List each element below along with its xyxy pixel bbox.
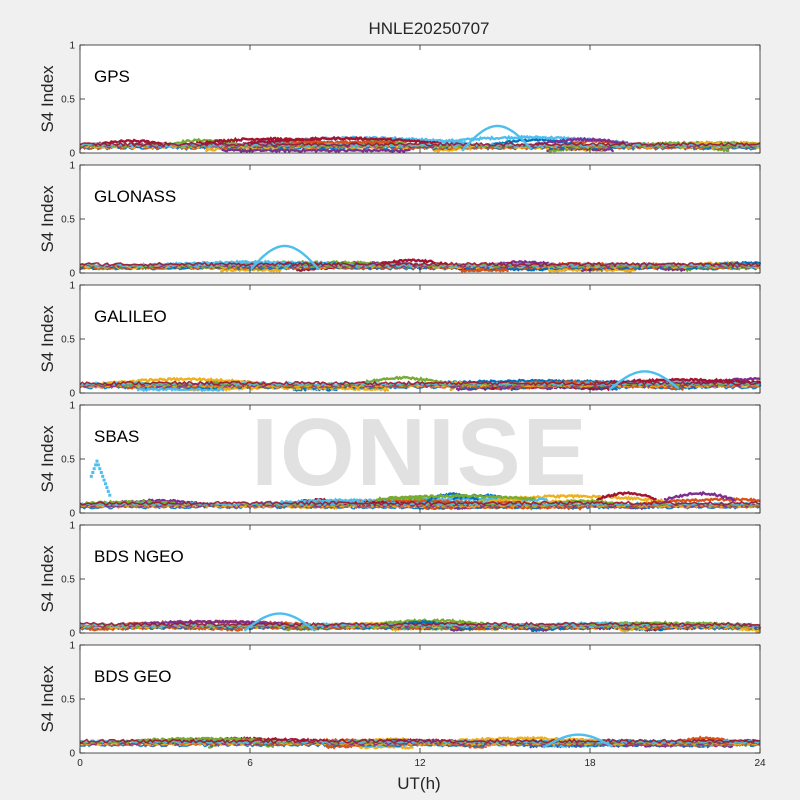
data-point (108, 493, 112, 497)
data-points (79, 733, 761, 750)
x-tick-label: 12 (414, 758, 426, 769)
panel-bds-ngeo: 0 0.5 1 BDS NGEO S4 Index (38, 521, 761, 640)
data-point (94, 463, 98, 467)
panel-sbas: 0 0.5 1 SBAS S4 Index (38, 401, 761, 520)
satellite-band (79, 502, 761, 509)
satellite-track (375, 493, 536, 502)
satellite-band (79, 621, 761, 627)
satellite-track (297, 139, 396, 146)
plot-area (80, 45, 760, 153)
satellite-track (679, 735, 732, 744)
x-tick-label: 18 (584, 758, 596, 769)
satellite-track (221, 147, 411, 154)
y-tick-label: 1 (69, 401, 75, 412)
data-points (79, 244, 761, 274)
y-tick-label: 0.5 (61, 215, 75, 226)
panel-label: GPS (94, 67, 130, 86)
panel-label: GALILEO (94, 307, 167, 326)
satellite-band (79, 141, 761, 148)
data-point (95, 459, 99, 463)
satellite-band (79, 622, 761, 628)
plot-area (80, 645, 760, 753)
x-tick-label: 24 (754, 758, 766, 769)
y-axis-label: S4 Index (38, 65, 57, 133)
x-axis-label: UT(h) (397, 774, 440, 793)
data-points (79, 370, 762, 393)
y-axis-label: S4 Index (38, 185, 57, 253)
y-tick-label: 0 (69, 389, 75, 400)
y-tick-label: 0.5 (61, 455, 75, 466)
satellite-band (79, 380, 761, 386)
y-axis-label: S4 Index (38, 305, 57, 373)
satellite-band (79, 738, 761, 744)
data-point (101, 474, 105, 478)
data-point (104, 482, 107, 486)
data-point (106, 489, 110, 493)
y-tick-label: 0.5 (61, 575, 75, 586)
satellite-track (663, 490, 736, 502)
y-axis-label: S4 Index (38, 545, 57, 613)
satellite-band (79, 143, 761, 149)
satellite-track (246, 136, 440, 146)
y-tick-label: 0 (69, 269, 75, 280)
satellite-track (361, 375, 444, 385)
x-tick-label: 6 (247, 758, 253, 769)
data-point (92, 467, 96, 471)
satellite-track (243, 612, 316, 632)
data-points (79, 124, 761, 154)
data-points (79, 459, 761, 511)
data-point (89, 474, 93, 478)
plot-area (80, 525, 760, 633)
data-points (79, 612, 761, 633)
panels: 0 0.5 1 GPS S4 Index 0 0.5 1 GLONASS S4 Index 0 0.5… (38, 41, 766, 770)
satellite-track (460, 267, 509, 273)
panel-label: BDS NGEO (94, 547, 184, 566)
data-point (96, 463, 100, 467)
panel-gps: 0 0.5 1 GPS S4 Index (38, 41, 761, 160)
data-point (102, 478, 106, 482)
y-tick-label: 0 (69, 749, 75, 760)
data-point (91, 471, 95, 474)
satellite-track (461, 124, 533, 152)
data-point (99, 471, 103, 474)
y-tick-label: 0.5 (61, 335, 75, 346)
satellite-track (531, 136, 639, 148)
y-tick-label: 1 (69, 521, 75, 532)
y-tick-label: 0 (69, 509, 75, 520)
panel-glonass: 0 0.5 1 GLONASS S4 Index (38, 161, 761, 280)
panel-label: GLONASS (94, 187, 176, 206)
y-tick-label: 0 (69, 149, 75, 160)
y-tick-label: 0 (69, 629, 75, 640)
panel-bds-geo: 0 0.5 1 0 6 12 18 24 BDS GEO S4 Index (38, 641, 766, 770)
panel-galileo: 0 0.5 1 GALILEO S4 Index (38, 281, 762, 400)
y-axis-label: S4 Index (38, 425, 57, 493)
satellite-band (79, 500, 761, 507)
data-point (98, 467, 102, 471)
y-tick-label: 0.5 (61, 695, 75, 706)
panel-label: SBAS (94, 427, 139, 446)
satellite-track (136, 386, 225, 393)
x-tick-label: 0 (77, 758, 83, 769)
plot-area (80, 165, 760, 273)
satellite-track (596, 490, 657, 501)
y-tick-label: 1 (69, 641, 75, 652)
y-tick-label: 1 (69, 281, 75, 292)
y-tick-label: 0.5 (61, 95, 75, 106)
panel-label: BDS GEO (94, 667, 171, 686)
y-axis-label: S4 Index (38, 665, 57, 733)
satellite-track (248, 244, 320, 272)
figure-title: HNLE20250707 (369, 19, 490, 38)
y-tick-label: 1 (69, 161, 75, 172)
data-point (105, 486, 109, 490)
satellite-track (608, 370, 680, 391)
y-tick-label: 1 (69, 41, 75, 52)
plot-area (80, 285, 760, 393)
satellite-band (79, 261, 761, 267)
satellite-track (542, 733, 614, 749)
